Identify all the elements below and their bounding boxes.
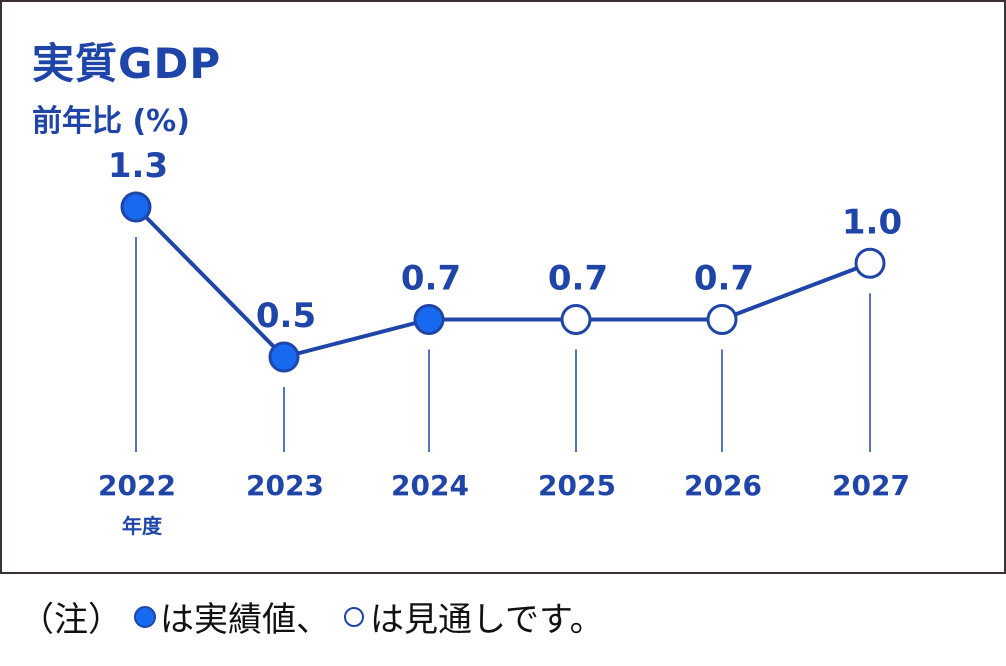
note-actual-text: は実績値、 xyxy=(160,600,330,640)
note-forecast-text: は見通しです。 xyxy=(370,600,604,640)
open-circle-icon xyxy=(344,606,364,627)
actual-point-2022 xyxy=(120,191,152,223)
gdp-series-line xyxy=(134,205,871,359)
note-prefix: （注） xyxy=(20,600,122,640)
y-axis-unit-label: 前年比 (%) xyxy=(32,104,190,139)
actual-point-2023 xyxy=(268,341,300,373)
value-label-2026: 0.7 xyxy=(694,259,754,299)
actual-point-2024 xyxy=(413,304,445,335)
fiscal-year-unit-label: 年度 xyxy=(122,514,162,538)
x-axis-tick-labels: 2022 2023 2024 2025 2026 2027 xyxy=(98,469,910,502)
x-tick-label-2026: 2026 xyxy=(684,469,762,502)
x-tick-label-2024: 2024 xyxy=(391,469,469,502)
value-label-2025: 0.7 xyxy=(548,259,608,299)
filled-circle-icon xyxy=(134,605,156,628)
value-label-2024: 0.7 xyxy=(401,259,461,299)
x-tick-label-2025: 2025 xyxy=(538,469,616,502)
chart-title: 実質GDP xyxy=(32,39,222,88)
x-tick-label-2027: 2027 xyxy=(832,469,910,502)
data-value-labels: 1.3 0.5 0.7 0.7 0.7 1.0 xyxy=(108,146,902,336)
value-label-2023: 0.5 xyxy=(256,296,316,336)
forecast-point-2027 xyxy=(854,247,886,279)
value-label-2027: 1.0 xyxy=(842,202,902,242)
chart-frame xyxy=(0,0,1006,574)
forecast-point-2025 xyxy=(560,304,592,335)
x-tick-label-2023: 2023 xyxy=(246,469,324,502)
legend-note: （注） は実績値、 は見通しです。 xyxy=(20,592,604,641)
forecast-point-2026 xyxy=(706,304,738,335)
value-label-2022: 1.3 xyxy=(108,146,168,186)
data-point-markers xyxy=(120,191,886,373)
vertical-guide-lines xyxy=(135,237,871,452)
x-tick-label-2022: 2022 xyxy=(98,469,176,502)
